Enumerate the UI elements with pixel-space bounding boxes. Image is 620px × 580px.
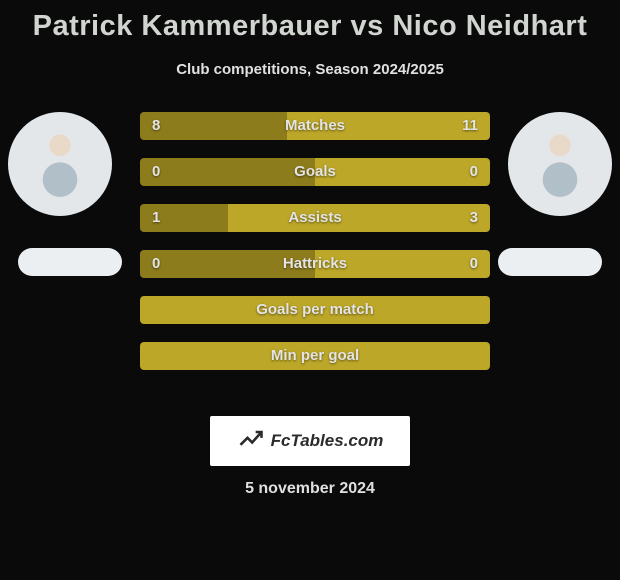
brand-badge: FcTables.com bbox=[210, 416, 410, 466]
stat-row: 811Matches bbox=[140, 112, 490, 140]
club-logo-left bbox=[18, 248, 122, 276]
stat-row: Min per goal bbox=[140, 342, 490, 370]
comparison-panel: 811Matches 00Goals 13Assists 00Hattricks Goa… bbox=[0, 112, 620, 412]
brand-icon bbox=[237, 425, 265, 458]
stat-bar-neutral bbox=[140, 342, 490, 370]
club-logo-right bbox=[498, 248, 602, 276]
stat-bar-right bbox=[287, 112, 490, 140]
stat-bars: 811Matches 00Goals 13Assists 00Hattricks Goa… bbox=[140, 112, 490, 388]
stat-bar-left bbox=[140, 158, 315, 186]
stat-row: 00Hattricks bbox=[140, 250, 490, 278]
stat-bar-left bbox=[140, 204, 228, 232]
stat-bar-right bbox=[315, 250, 490, 278]
brand-text: FcTables.com bbox=[271, 431, 384, 451]
stat-bar-right bbox=[228, 204, 491, 232]
player-left-avatar bbox=[8, 112, 112, 216]
stat-bar-left bbox=[140, 250, 315, 278]
stat-row: Goals per match bbox=[140, 296, 490, 324]
stat-row: 13Assists bbox=[140, 204, 490, 232]
page-title: Patrick Kammerbauer vs Nico Neidhart bbox=[0, 0, 620, 43]
stat-row: 00Goals bbox=[140, 158, 490, 186]
stat-bar-right bbox=[315, 158, 490, 186]
date-label: 5 november 2024 bbox=[0, 480, 620, 498]
stat-bar-left bbox=[140, 112, 287, 140]
player-right-avatar bbox=[508, 112, 612, 216]
page-subtitle: Club competitions, Season 2024/2025 bbox=[0, 61, 620, 78]
stat-bar-neutral bbox=[140, 296, 490, 324]
